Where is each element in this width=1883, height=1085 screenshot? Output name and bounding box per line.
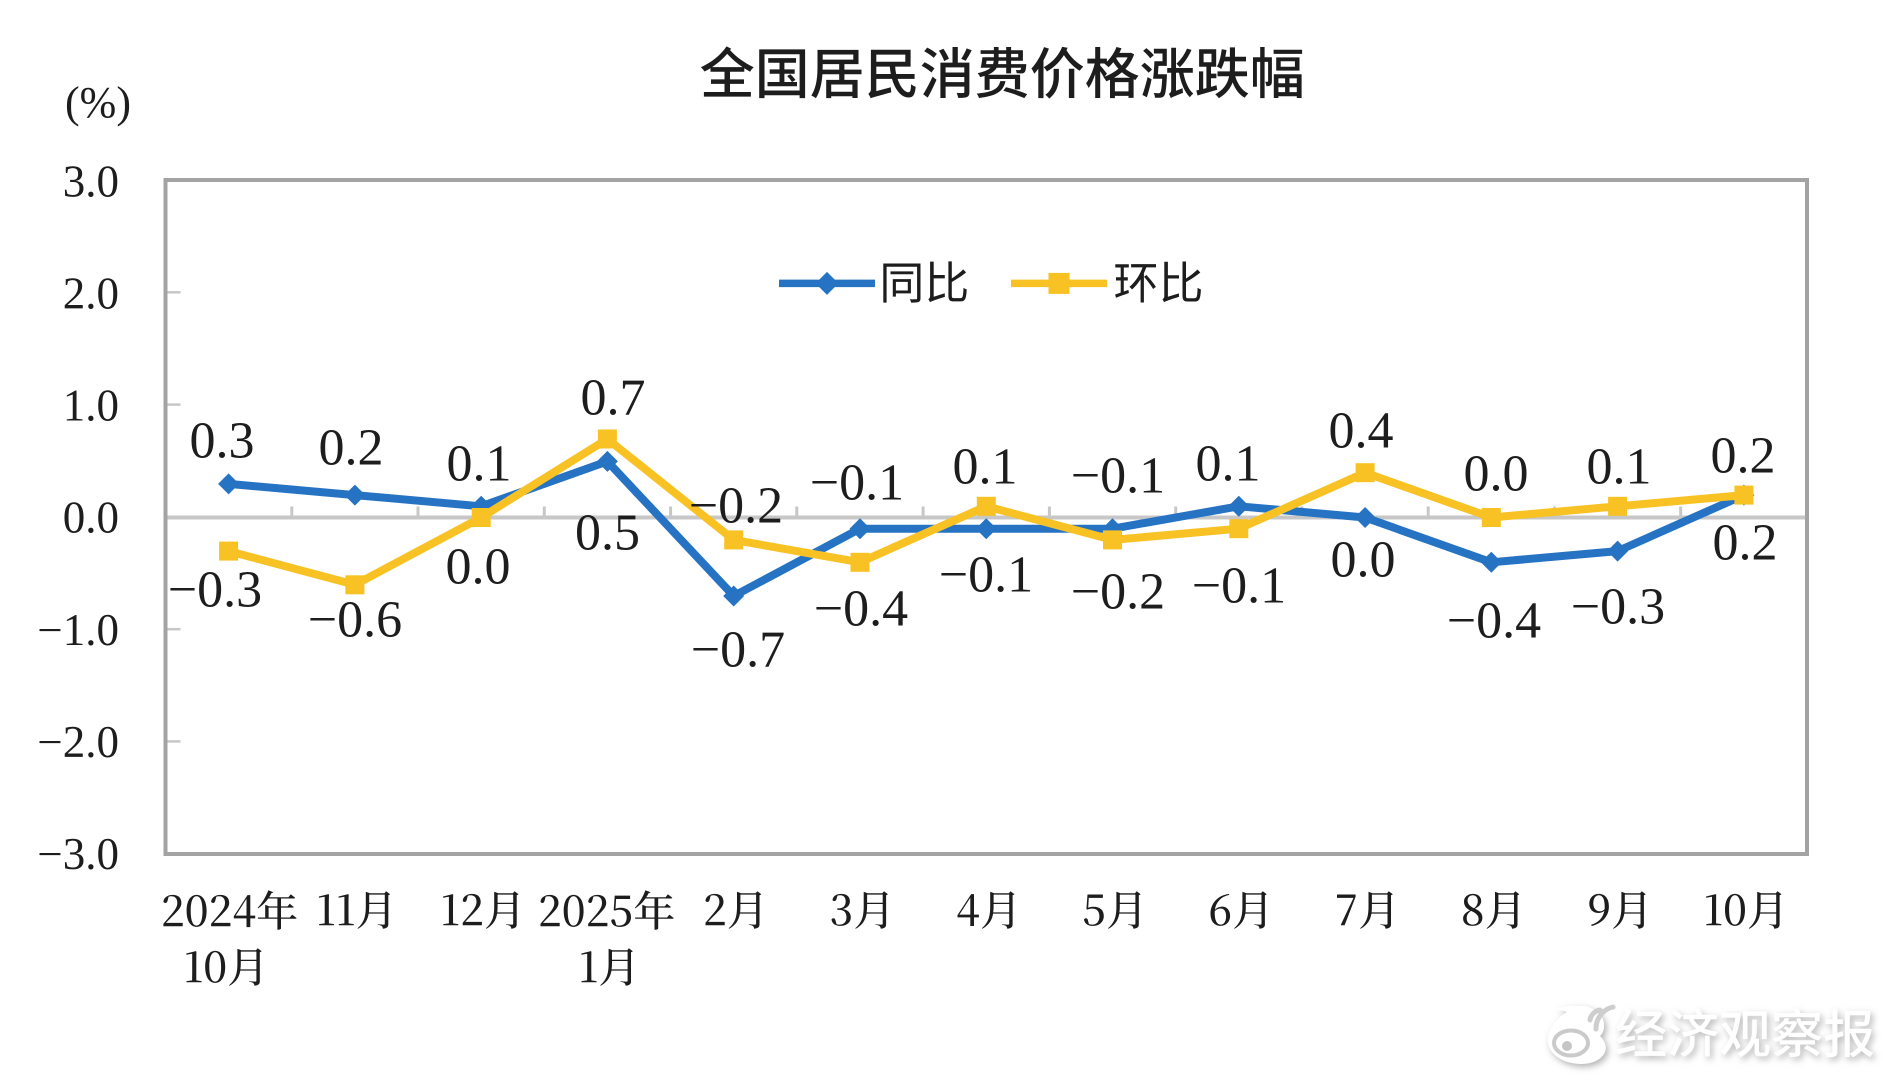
- svg-text:0.1: 0.1: [1587, 439, 1652, 496]
- svg-text:0.2: 0.2: [319, 420, 384, 477]
- svg-text:−2.0: −2.0: [37, 717, 119, 767]
- svg-text:0.0: 0.0: [1331, 532, 1396, 589]
- svg-text:1.0: 1.0: [63, 381, 119, 431]
- svg-text:0.1: 0.1: [953, 439, 1018, 496]
- svg-text:0.4: 0.4: [1329, 403, 1394, 460]
- svg-text:(%): (%): [65, 78, 131, 127]
- svg-text:−0.2: −0.2: [1071, 564, 1165, 621]
- svg-text:0.2: 0.2: [1713, 515, 1778, 572]
- svg-text:0.2: 0.2: [1711, 428, 1776, 485]
- svg-text:−0.1: −0.1: [939, 547, 1033, 604]
- svg-text:−0.3: −0.3: [1571, 579, 1665, 636]
- svg-text:3.0: 3.0: [63, 156, 119, 206]
- svg-text:−0.4: −0.4: [814, 581, 908, 638]
- svg-text:0.7: 0.7: [581, 370, 646, 427]
- svg-text:0.1: 0.1: [447, 436, 512, 493]
- svg-text:−0.1: −0.1: [1192, 558, 1286, 615]
- svg-text:0.3: 0.3: [190, 413, 255, 470]
- svg-text:−0.2: −0.2: [689, 478, 783, 535]
- svg-text:−0.1: −0.1: [1071, 448, 1165, 505]
- svg-text:−3.0: −3.0: [37, 829, 119, 879]
- svg-text:−0.4: −0.4: [1447, 593, 1541, 650]
- svg-text:−0.1: −0.1: [810, 455, 904, 512]
- svg-text:0.1: 0.1: [1196, 436, 1261, 493]
- svg-text:0.0: 0.0: [63, 493, 119, 543]
- svg-text:−0.3: −0.3: [168, 562, 262, 619]
- svg-text:0.0: 0.0: [1464, 446, 1529, 503]
- svg-text:−0.7: −0.7: [691, 622, 785, 679]
- svg-text:0.0: 0.0: [446, 539, 511, 596]
- svg-text:−1.0: −1.0: [37, 605, 119, 655]
- svg-text:0.5: 0.5: [575, 505, 640, 562]
- svg-text:2.0: 2.0: [63, 268, 119, 318]
- svg-text:−0.6: −0.6: [308, 592, 402, 649]
